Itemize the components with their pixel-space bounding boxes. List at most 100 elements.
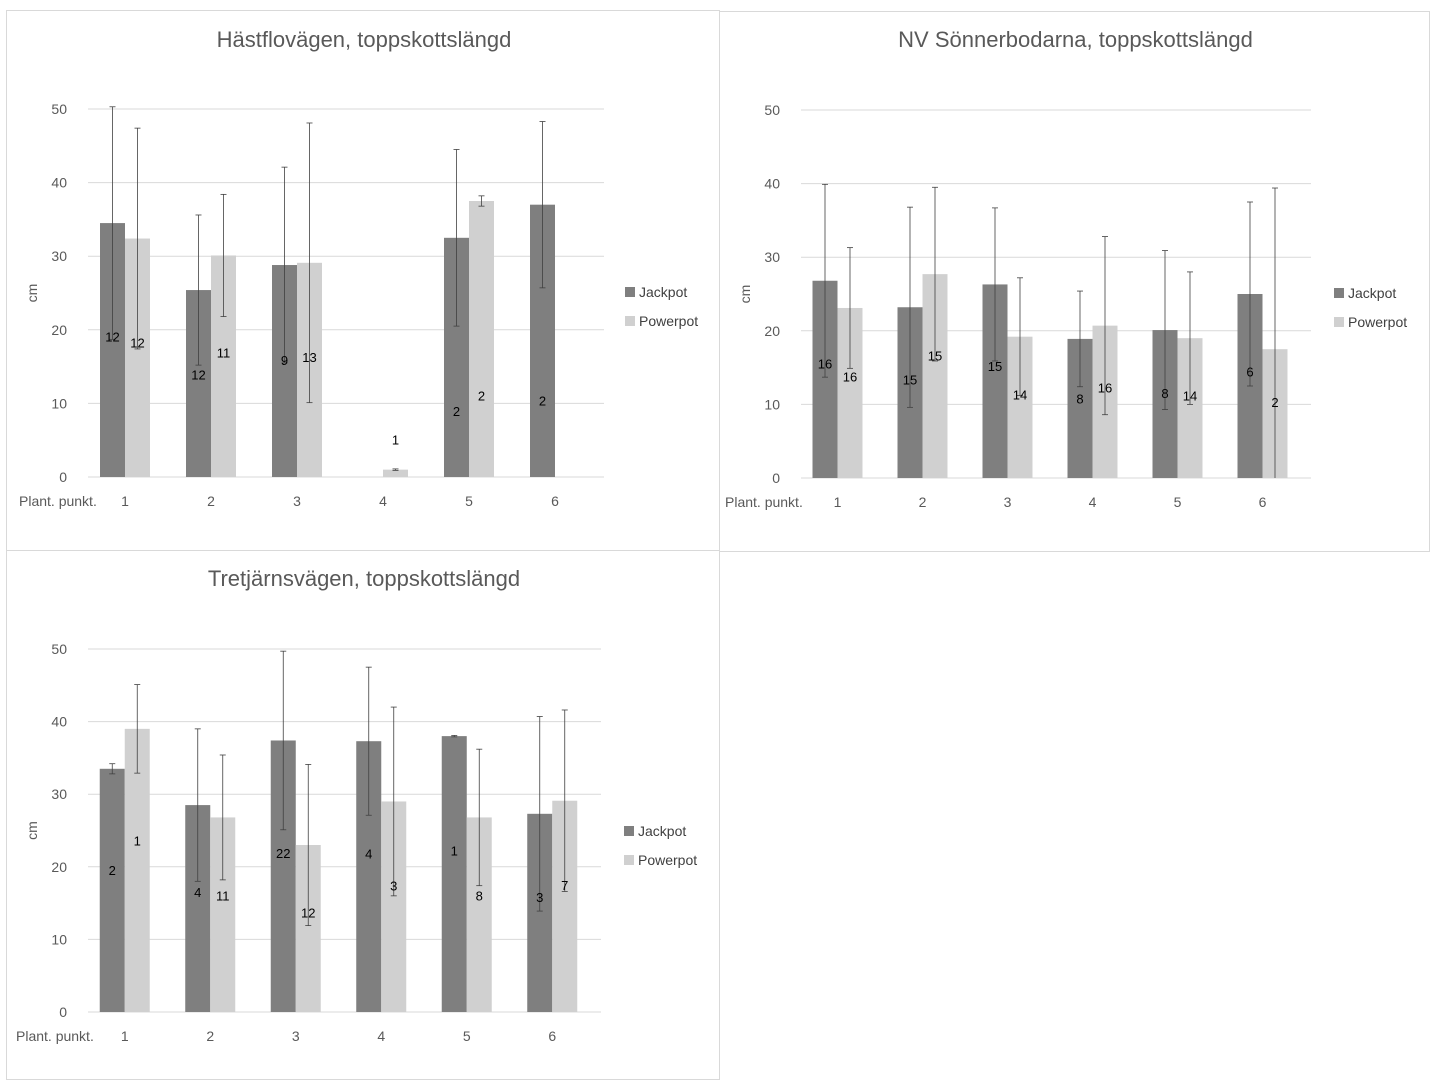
legend-swatch-powerpot: [625, 316, 635, 326]
sample-size-label: 2: [539, 393, 546, 408]
sample-size-label: 1: [134, 833, 141, 848]
sample-size-label: 16: [818, 357, 832, 372]
sample-size-label: 12: [191, 367, 205, 382]
x-tick-label: 3: [292, 1028, 300, 1044]
sample-size-label: 3: [390, 878, 397, 893]
x-tick-label: 6: [1259, 494, 1267, 510]
legend-label-jackpot: Jackpot: [638, 823, 686, 839]
y-axis-label: cm: [737, 285, 753, 304]
chart-title: Tretjärnsvägen, toppskottslängd: [208, 566, 520, 591]
x-tick-label: 1: [834, 494, 842, 510]
y-tick-label: 10: [51, 931, 67, 947]
x-tick-label: 3: [1004, 494, 1012, 510]
chart-svg: NV Sönnerbodarna, toppskottslängd 0 10 20 30…: [725, 27, 1407, 510]
sample-size-label: 11: [216, 888, 230, 903]
y-tick-label: 50: [764, 102, 780, 118]
legend-swatch-jackpot: [1334, 288, 1344, 298]
legend-swatch-jackpot: [624, 826, 634, 836]
legend-label-powerpot: Powerpot: [1348, 314, 1407, 330]
x-tick-label: 3: [293, 493, 301, 509]
x-tick-label: 5: [465, 493, 473, 509]
x-tick-label: 4: [379, 493, 387, 509]
x-tick-label: 2: [207, 493, 215, 509]
chart-panel-sonnerbodarna: NV Sönnerbodarna, toppskottslängd 0 10 20 30…: [719, 11, 1430, 552]
legend-label-powerpot: Powerpot: [639, 313, 698, 329]
chart-title: Hästflovägen, toppskottslängd: [217, 27, 512, 52]
y-tick-label: 40: [764, 176, 780, 192]
sample-size-label: 3: [536, 890, 543, 905]
sample-size-label: 7: [561, 878, 568, 893]
sample-size-label: 15: [928, 349, 942, 364]
y-axis-label: cm: [24, 821, 40, 840]
chart-panel-hastflovagen: Hästflovägen, toppskottslängd 0 10 20 30 40 50…: [6, 10, 720, 551]
y-tick-label: 10: [51, 395, 67, 411]
sample-size-label: 14: [1013, 387, 1027, 402]
sample-size-label: 2: [109, 863, 116, 878]
sample-size-label: 9: [281, 353, 288, 368]
sample-size-label: 8: [1161, 386, 1168, 401]
bar-powerpot: [383, 469, 408, 477]
x-tick-label: 6: [551, 493, 559, 509]
y-tick-label: 10: [764, 396, 780, 412]
y-tick-label: 20: [51, 859, 67, 875]
x-tick-label: 4: [377, 1028, 385, 1044]
sample-size-label: 16: [843, 370, 857, 385]
bar-powerpot: [469, 201, 494, 477]
y-tick-label: 50: [51, 101, 67, 117]
x-tick-label: 4: [1089, 494, 1097, 510]
chart-panel-tretjarnsvagen: Tretjärnsvägen, toppskottslängd 0 10 20 30 40…: [6, 550, 720, 1080]
sample-size-label: 12: [301, 905, 315, 920]
bar-jackpot: [99, 768, 125, 1012]
y-tick-label: 20: [51, 322, 67, 338]
x-tick-label: 1: [121, 493, 129, 509]
y-tick-label: 0: [772, 470, 780, 486]
sample-size-label: 12: [105, 329, 119, 344]
x-tick-label: 1: [121, 1028, 129, 1044]
sample-size-label: 16: [1098, 381, 1112, 396]
sample-size-label: 4: [365, 847, 372, 862]
legend-label-jackpot: Jackpot: [1348, 285, 1396, 301]
legend-label-jackpot: Jackpot: [639, 284, 687, 300]
y-tick-label: 40: [51, 714, 67, 730]
x-axis-label: Plant. punkt.: [16, 1028, 94, 1044]
sample-size-label: 1: [451, 843, 458, 858]
x-axis-label: Plant. punkt.: [725, 494, 803, 510]
x-tick-label: 6: [548, 1028, 556, 1044]
sample-size-label: 14: [1183, 388, 1197, 403]
sample-size-label: 4: [194, 885, 201, 900]
x-axis-label: Plant. punkt.: [19, 493, 97, 509]
y-tick-label: 0: [59, 1004, 67, 1020]
sample-size-label: 11: [217, 346, 231, 361]
sample-size-label: 2: [478, 388, 485, 403]
y-tick-label: 50: [51, 641, 67, 657]
legend-swatch-powerpot: [624, 855, 634, 865]
y-tick-label: 30: [51, 786, 67, 802]
x-tick-label: 5: [463, 1028, 471, 1044]
y-tick-label: 20: [764, 323, 780, 339]
sample-size-label: 15: [903, 373, 917, 388]
sample-size-label: 8: [476, 888, 483, 903]
y-axis-label: cm: [24, 284, 40, 303]
sample-size-label: 22: [276, 846, 290, 861]
sample-size-label: 12: [130, 336, 144, 351]
sample-size-label: 6: [1246, 365, 1253, 380]
chart-svg: Tretjärnsvägen, toppskottslängd 0 10 20 30 40…: [16, 566, 697, 1044]
y-tick-label: 30: [51, 248, 67, 264]
sample-size-label: 13: [302, 350, 316, 365]
x-tick-label: 2: [206, 1028, 214, 1044]
y-tick-label: 40: [51, 175, 67, 191]
x-tick-label: 2: [919, 494, 927, 510]
sample-size-label: 2: [453, 404, 460, 419]
legend-swatch-jackpot: [625, 287, 635, 297]
sample-size-label: 2: [1271, 395, 1278, 410]
sample-size-label: 15: [988, 359, 1002, 374]
sample-size-label: 1: [392, 433, 399, 448]
bar-jackpot: [441, 736, 467, 1012]
legend-swatch-powerpot: [1334, 317, 1344, 327]
y-tick-label: 30: [764, 249, 780, 265]
legend-label-powerpot: Powerpot: [638, 852, 697, 868]
sample-size-label: 8: [1076, 392, 1083, 407]
bar-powerpot: [124, 728, 150, 1012]
chart-svg: Hästflovägen, toppskottslängd 0 10 20 30 40 50…: [19, 27, 698, 509]
x-tick-label: 5: [1174, 494, 1182, 510]
